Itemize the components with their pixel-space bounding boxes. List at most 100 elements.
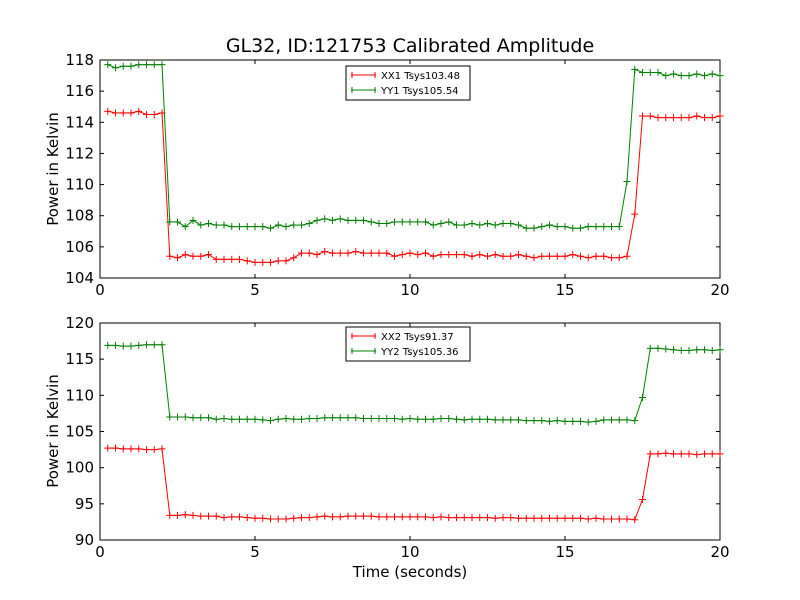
x-tick-label: 5 — [250, 281, 260, 299]
data-point — [143, 111, 150, 118]
data-point — [445, 251, 453, 259]
x-tick-label: 15 — [555, 281, 574, 299]
legend-label: XX1 Tsys103.48 — [381, 71, 460, 82]
data-point — [569, 251, 577, 259]
data-point — [530, 254, 538, 262]
data-point — [243, 257, 251, 265]
data-point — [166, 511, 174, 519]
data-point — [468, 415, 476, 423]
data-point — [313, 513, 321, 521]
data-point — [228, 513, 236, 521]
data-point — [460, 251, 468, 259]
data-point — [329, 414, 336, 422]
data-point — [553, 417, 561, 425]
data-point — [569, 514, 577, 522]
data-point — [422, 415, 429, 423]
data-point — [336, 215, 344, 223]
data-point — [181, 251, 189, 259]
data-point — [670, 450, 677, 458]
data-point — [150, 61, 158, 69]
data-point — [398, 251, 406, 259]
data-point — [189, 414, 197, 422]
data-point — [344, 512, 352, 520]
data-point — [181, 223, 189, 231]
data-point — [406, 218, 414, 226]
data-point — [375, 513, 383, 521]
data-point — [135, 341, 143, 349]
data-point — [158, 445, 166, 453]
data-point — [205, 414, 212, 422]
data-point — [631, 516, 639, 524]
data-point — [515, 416, 522, 424]
data-point — [484, 252, 491, 260]
data-point — [228, 223, 236, 231]
y-tick-label: 110 — [65, 176, 94, 194]
y-tick-label: 118 — [65, 51, 94, 69]
data-point — [499, 252, 507, 260]
data-point — [553, 514, 561, 522]
data-point — [592, 223, 600, 231]
data-point — [313, 414, 321, 422]
data-point — [414, 218, 422, 226]
data-point — [220, 414, 228, 422]
data-point — [267, 515, 274, 523]
data-point — [383, 513, 391, 521]
data-point — [491, 416, 499, 424]
data-point — [538, 252, 546, 260]
data-point — [329, 216, 336, 224]
data-point — [313, 251, 321, 259]
data-point — [569, 417, 577, 425]
y-tick-label: 104 — [65, 269, 94, 287]
data-point — [150, 111, 158, 118]
data-point — [530, 417, 538, 425]
legend-box — [345, 326, 471, 362]
data-point — [445, 514, 453, 522]
data-point — [189, 511, 197, 519]
data-point — [476, 251, 484, 259]
legend-box — [345, 65, 471, 101]
data-point — [127, 445, 135, 453]
data-point — [383, 249, 391, 257]
data-point — [119, 445, 127, 453]
data-point — [538, 223, 546, 231]
x-tick-label: 5 — [250, 543, 260, 561]
data-point — [197, 512, 205, 520]
data-point — [662, 449, 670, 457]
data-point — [646, 450, 654, 458]
data-point — [546, 514, 553, 522]
data-point — [460, 514, 468, 522]
data-point — [398, 218, 406, 226]
data-point — [143, 61, 150, 69]
data-point — [584, 254, 592, 262]
data-point — [414, 513, 422, 521]
data-point — [693, 70, 701, 78]
data-point — [429, 252, 437, 260]
data-point — [484, 415, 491, 423]
data-point — [429, 415, 437, 423]
data-point — [205, 220, 212, 227]
y-tick-label: 116 — [65, 82, 94, 100]
y-axis-label: Power in Kelvin — [44, 112, 62, 226]
lower-plot: 0 5 10 15 20 90 95 100 105 110 115 120 Power in Kelv… — [44, 314, 730, 581]
data-point — [282, 223, 290, 231]
data-point — [181, 511, 189, 519]
data-point — [274, 221, 282, 229]
data-point — [251, 514, 259, 522]
data-point — [584, 418, 592, 426]
data-point — [577, 514, 584, 522]
data-point — [243, 514, 251, 522]
data-point — [600, 252, 608, 260]
data-point — [437, 251, 445, 259]
data-point — [220, 514, 228, 522]
data-point — [631, 65, 639, 73]
data-point — [344, 414, 352, 422]
data-point — [546, 221, 553, 229]
data-point — [298, 221, 305, 229]
legend: XX1 Tsys103.48 YY1 Tsys105.54 — [345, 65, 471, 101]
data-point — [615, 254, 623, 262]
data-point — [708, 70, 716, 78]
y-tick-label: 95 — [75, 495, 94, 513]
data-point — [677, 346, 685, 354]
data-point — [398, 513, 406, 521]
data-point — [104, 107, 112, 115]
